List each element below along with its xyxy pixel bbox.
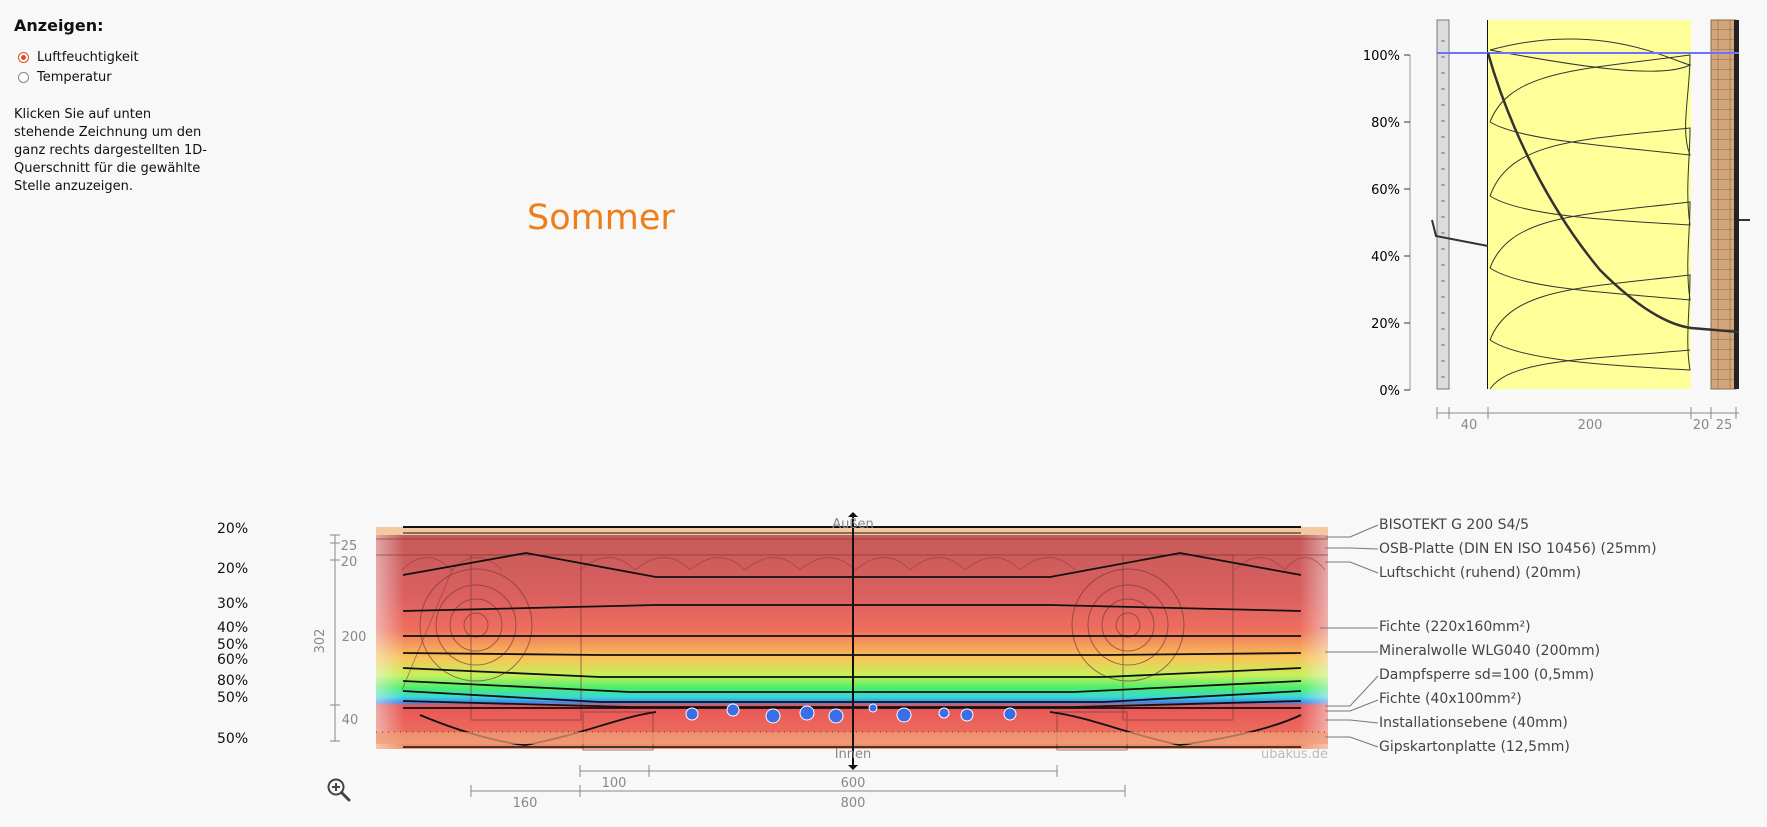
wood-layer xyxy=(1710,19,1737,390)
cross-section-drawing[interactable]: Außen Innen ubakus.de 25 20 302 200 40 1… xyxy=(300,505,1340,815)
tick-60: 60% xyxy=(1371,183,1400,198)
tick-40: 40% xyxy=(1371,250,1400,265)
dim-25: 25 xyxy=(1716,418,1733,433)
layer-label: Fichte (40x100mm²) xyxy=(1379,691,1522,707)
pct-label: 80% xyxy=(217,673,249,689)
outside-label: Außen xyxy=(832,517,874,532)
humidity-curve-left xyxy=(1431,219,1489,247)
layer-label: Installationsebene (40mm) xyxy=(1379,715,1568,731)
dim-800: 800 xyxy=(841,796,866,811)
help-text: Klicken Sie auf unten stehende Zeichnung… xyxy=(14,107,207,194)
profile-y-ticks xyxy=(1404,54,1410,391)
tick-80: 80% xyxy=(1371,116,1400,131)
display-heading: Anzeigen: xyxy=(14,16,104,35)
dim-160: 160 xyxy=(513,796,538,811)
pct-label: 60% xyxy=(217,652,249,668)
tick-100: 100% xyxy=(1363,49,1400,64)
condensation-drops xyxy=(685,703,1017,724)
insulation-layer xyxy=(1488,20,1691,389)
radio-temperatur[interactable]: Temperatur xyxy=(18,70,112,85)
thickness-dimension xyxy=(330,534,340,742)
humidity-curve xyxy=(1486,52,1740,334)
dim-25-left: 25 xyxy=(341,539,358,554)
dim-40-left: 40 xyxy=(342,713,359,728)
radio-label-luftfeuchtigkeit: Luftfeuchtigkeit xyxy=(37,50,139,65)
pct-label: 20% xyxy=(217,561,249,577)
dim-600: 600 xyxy=(841,776,866,791)
layer-leader-lines xyxy=(1320,524,1379,748)
pct-label: 30% xyxy=(217,596,249,612)
dim-200: 200 xyxy=(1578,418,1603,433)
layer-label: Fichte (220x160mm²) xyxy=(1379,619,1531,635)
timber-beams xyxy=(419,554,1234,751)
humidity-profile-chart: 100% 80% 60% 40% 20% 0% 40 200 20 25 xyxy=(1363,19,1750,433)
layer-label: OSB-Platte (DIN EN ISO 10456) (25mm) xyxy=(1379,541,1657,557)
dim-100: 100 xyxy=(602,776,627,791)
radio-label-temperatur: Temperatur xyxy=(37,70,112,85)
dim-40: 40 xyxy=(1461,418,1478,433)
dim-302: 302 xyxy=(313,629,328,654)
zoom-in-icon[interactable] xyxy=(326,777,352,803)
layer-label: Gipskartonplatte (12,5mm) xyxy=(1379,739,1570,755)
insulation-pattern xyxy=(1489,38,1692,390)
dim-20: 20 xyxy=(1693,418,1710,433)
pct-label: 50% xyxy=(217,690,249,706)
tick-0: 0% xyxy=(1379,384,1400,399)
insulation-loops xyxy=(401,557,1326,691)
bottom-dimensions xyxy=(470,765,1126,797)
layer-label: BISOTEKT G 200 S4/5 xyxy=(1379,517,1530,533)
tick-20: 20% xyxy=(1371,317,1400,332)
radio-unselected-icon[interactable] xyxy=(18,72,29,83)
gypsum-layer xyxy=(1436,19,1450,390)
radio-selected-icon[interactable] xyxy=(18,52,29,63)
pct-label: 50% xyxy=(217,637,249,653)
pct-label: 40% xyxy=(217,620,249,636)
inside-label: Innen xyxy=(835,747,872,762)
radio-luftfeuchtigkeit[interactable]: Luftfeuchtigkeit xyxy=(18,50,139,65)
profile-dimension-line xyxy=(1436,407,1739,419)
pct-label: 20% xyxy=(217,521,249,537)
dim-20-left: 20 xyxy=(341,555,358,570)
membrane-layer xyxy=(1734,20,1739,389)
layer-label: Mineralwolle WLG040 (200mm) xyxy=(1379,643,1601,659)
watermark: ubakus.de xyxy=(1261,747,1328,762)
pct-label: 50% xyxy=(217,731,249,747)
season-label: Sommer xyxy=(527,198,675,238)
dim-200-left: 200 xyxy=(342,630,367,645)
layer-label: Luftschicht (ruhend) (20mm) xyxy=(1379,565,1582,581)
layer-label: Dampfsperre sd=100 (0,5mm) xyxy=(1379,667,1595,683)
